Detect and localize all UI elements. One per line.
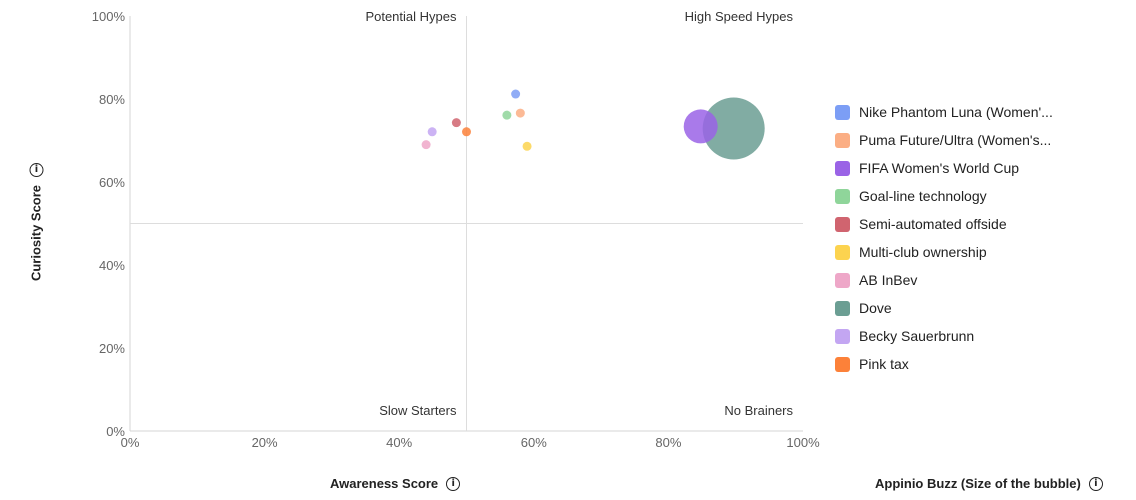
chart-legend: Nike Phantom Luna (Women'... Puma Future/… [835,98,1053,378]
legend-label: Multi-club ownership [859,244,987,260]
bubble-size-title: Appinio Buzz (Size of the bubble) i [875,476,1103,491]
bubble-size-label: Appinio Buzz (Size of the bubble) [875,476,1081,491]
legend-swatch [835,328,850,344]
y-axis-label: Curiosity Score [28,184,44,282]
legend-item[interactable]: Puma Future/Ultra (Women's... [835,126,1053,154]
data-bubble[interactable] [683,109,718,144]
legend-item[interactable]: Multi-club ownership [835,238,1053,266]
x-tick-label: 100% [786,435,820,450]
legend-swatch [835,104,850,120]
x-tick-label: 20% [252,435,278,450]
legend-item[interactable]: Becky Sauerbrunn [835,322,1053,350]
x-tick-label: 60% [521,435,547,450]
legend-swatch [835,188,850,204]
legend-swatch [835,216,850,232]
legend-label: Becky Sauerbrunn [859,328,975,344]
x-tick-label: 80% [655,435,681,450]
legend-swatch [835,132,850,148]
data-bubble[interactable] [502,110,512,120]
legend-swatch [835,160,850,176]
y-tick-label: 0% [106,424,125,439]
data-bubble[interactable] [451,118,461,128]
legend-label: Goal-line technology [859,188,987,204]
x-tick-label: 40% [386,435,412,450]
data-bubble[interactable] [511,89,521,99]
quadrant-label-bottom-left: Slow Starters [379,403,457,418]
legend-label: Pink tax [859,356,909,372]
y-axis-title: Curiosity Score i [28,162,44,282]
y-tick-label: 80% [99,92,125,107]
quadrant-label-bottom-right: No Brainers [724,403,793,418]
y-tick-label: 40% [99,258,125,273]
y-tick-label: 20% [99,341,125,356]
legend-label: AB InBev [859,272,918,288]
data-bubble[interactable] [515,108,525,118]
x-axis-label: Awareness Score [330,476,439,491]
y-tick-label: 100% [92,9,126,24]
legend-item[interactable]: AB InBev [835,266,1053,294]
legend-swatch [835,272,850,288]
x-tick-label: 0% [121,435,140,450]
info-icon[interactable]: i [1088,476,1103,491]
data-bubble[interactable] [427,127,437,137]
legend-label: Semi-automated offside [859,216,1007,232]
data-bubble[interactable] [421,140,431,150]
legend-item[interactable]: Dove [835,294,1053,322]
legend-item[interactable]: Pink tax [835,350,1053,378]
data-bubble[interactable] [522,141,532,151]
legend-item[interactable]: Nike Phantom Luna (Women'... [835,98,1053,126]
data-bubble[interactable] [702,97,765,160]
info-icon[interactable]: i [446,476,461,491]
legend-swatch [835,356,850,372]
legend-label: Nike Phantom Luna (Women'... [859,104,1053,120]
legend-label: Puma Future/Ultra (Women's... [859,132,1052,148]
legend-swatch [835,300,850,316]
legend-item[interactable]: FIFA Women's World Cup [835,154,1053,182]
x-axis-title: Awareness Score i [330,476,461,491]
y-tick-label: 60% [99,175,125,190]
legend-item[interactable]: Semi-automated offside [835,210,1053,238]
data-bubble[interactable] [462,127,471,137]
legend-label: FIFA Women's World Cup [859,160,1020,176]
legend-label: Dove [859,300,892,316]
quadrant-label-top-right: High Speed Hypes [685,9,794,24]
info-icon[interactable]: i [29,162,43,177]
legend-swatch [835,244,850,260]
quadrant-label-top-left: Potential Hypes [365,9,457,24]
legend-item[interactable]: Goal-line technology [835,182,1053,210]
